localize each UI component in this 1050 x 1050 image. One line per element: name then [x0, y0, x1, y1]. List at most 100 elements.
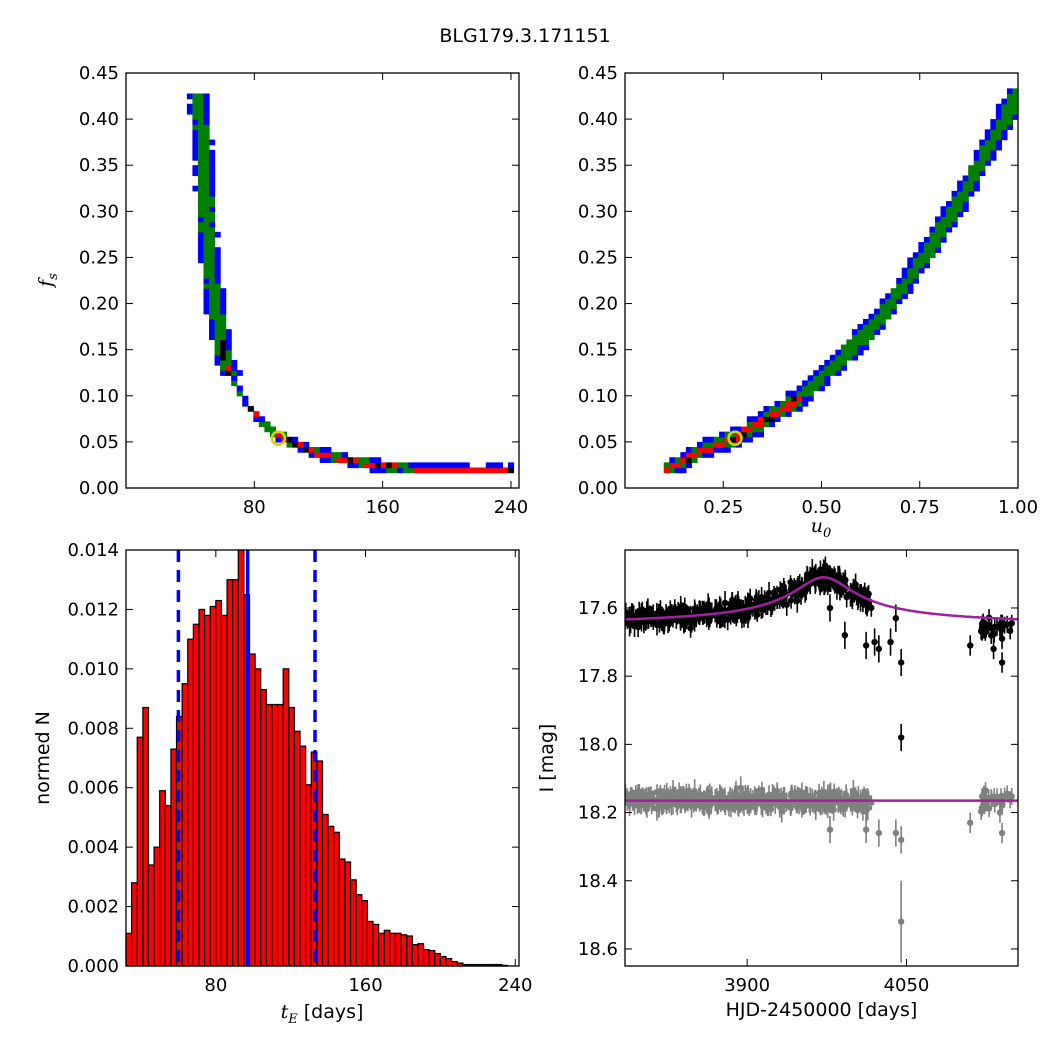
map-cell: [408, 467, 415, 474]
map-cell: [1012, 103, 1019, 110]
map-cell: [929, 242, 936, 248]
map-cell: [879, 308, 886, 315]
lc-ytick-label: 17.6: [578, 598, 618, 619]
map-cell: [807, 390, 814, 397]
map-cell: [203, 98, 210, 105]
histogram-bar: [349, 879, 357, 967]
map-cell: [957, 180, 964, 187]
map-cell: [203, 267, 210, 274]
map-cell: [757, 431, 764, 438]
map-cell: [197, 206, 205, 212]
map-cell: [940, 226, 947, 233]
map-cell: [197, 134, 205, 141]
map-cell: [1006, 124, 1014, 130]
histogram-bar: [204, 614, 211, 967]
lc-frame: [624, 549, 1019, 967]
map-cell: [319, 447, 326, 453]
map-cell: [209, 288, 216, 294]
map-cell: [829, 354, 836, 361]
histogram-bar: [271, 703, 279, 967]
map-cell: [696, 452, 704, 458]
map-cell: [341, 457, 349, 463]
map-cell: [885, 298, 892, 305]
map-cell: [901, 293, 908, 300]
map-cell: [203, 257, 210, 264]
map-cell: [835, 354, 842, 361]
map-cell: [990, 149, 997, 156]
map-cell: [220, 339, 227, 346]
map-cell: [225, 349, 232, 356]
map-cell: [719, 436, 726, 443]
map-cell: [209, 149, 216, 156]
map-cell: [946, 211, 953, 218]
map-cell: [752, 426, 759, 433]
map-cell: [923, 247, 931, 253]
map-cell: [796, 400, 803, 407]
gray-data-point: [828, 802, 836, 809]
map-cell: [209, 272, 216, 279]
histogram-bar: [372, 923, 380, 967]
map-cell: [702, 452, 709, 458]
map-cell: [951, 195, 958, 202]
map-cell: [325, 457, 332, 463]
histogram-bar: [451, 960, 458, 967]
map-cell: [785, 390, 792, 397]
map-cell: [209, 236, 216, 243]
map-cell: [791, 406, 798, 412]
map-cell: [192, 134, 199, 141]
map-cell: [275, 436, 282, 443]
map-cell: [380, 462, 387, 469]
map-cell: [846, 344, 853, 351]
histogram-bar: [299, 745, 307, 967]
map-cell: [203, 288, 210, 294]
histogram-bar: [125, 932, 133, 967]
histogram-bar: [400, 934, 408, 967]
map-cell: [452, 462, 459, 469]
histogram-bar: [181, 683, 189, 967]
map-cell: [402, 462, 409, 469]
map-cell: [197, 242, 205, 248]
gray-data-point: [985, 805, 993, 812]
map-cell: [934, 226, 942, 233]
map-cell: [408, 462, 415, 469]
map-cell: [868, 329, 875, 335]
map-cell: [724, 447, 731, 453]
map-cell: [746, 431, 753, 438]
hist-xtick-label: 80: [204, 975, 227, 996]
map-cell: [220, 329, 227, 335]
map-cell: [330, 452, 337, 458]
map-cell: [973, 185, 980, 192]
map-cell: [253, 416, 260, 422]
map-cell: [186, 108, 194, 115]
map-cell: [946, 201, 953, 207]
map-cell: [791, 395, 798, 402]
panel-light-curve: 3900 4050 17.6 17.8 18.0 18.2 18.4 18.6 I [mag] H…: [536, 549, 1019, 1021]
histogram-bar: [344, 861, 352, 967]
map-cell: [962, 175, 969, 182]
map-cell: [824, 359, 831, 366]
map-cell: [386, 462, 393, 469]
map-cell: [840, 365, 848, 371]
gray-outlier-point: [826, 826, 834, 833]
map0-ytick-label: 0.00: [79, 478, 119, 499]
map-cell: [242, 400, 249, 407]
map-cell: [879, 298, 886, 305]
map1-ytick-label: 0.40: [578, 109, 618, 130]
histogram-bar: [378, 932, 385, 967]
map-cell: [962, 206, 969, 212]
map-cell: [192, 108, 199, 115]
map-cell: [496, 467, 503, 474]
map-cell: [253, 411, 260, 417]
map-cell: [940, 221, 947, 228]
histogram-bar: [293, 730, 301, 967]
map-cell: [203, 175, 210, 182]
gray-data-point: [643, 805, 651, 813]
map-cell: [209, 165, 216, 171]
map-cell: [874, 313, 881, 320]
map1-ytick-label: 0.15: [578, 340, 618, 361]
map-cell: [901, 277, 908, 284]
map-cell: [341, 452, 349, 458]
black-data-point: [1008, 620, 1015, 627]
map-cell: [957, 190, 964, 197]
map-cell: [818, 375, 825, 382]
